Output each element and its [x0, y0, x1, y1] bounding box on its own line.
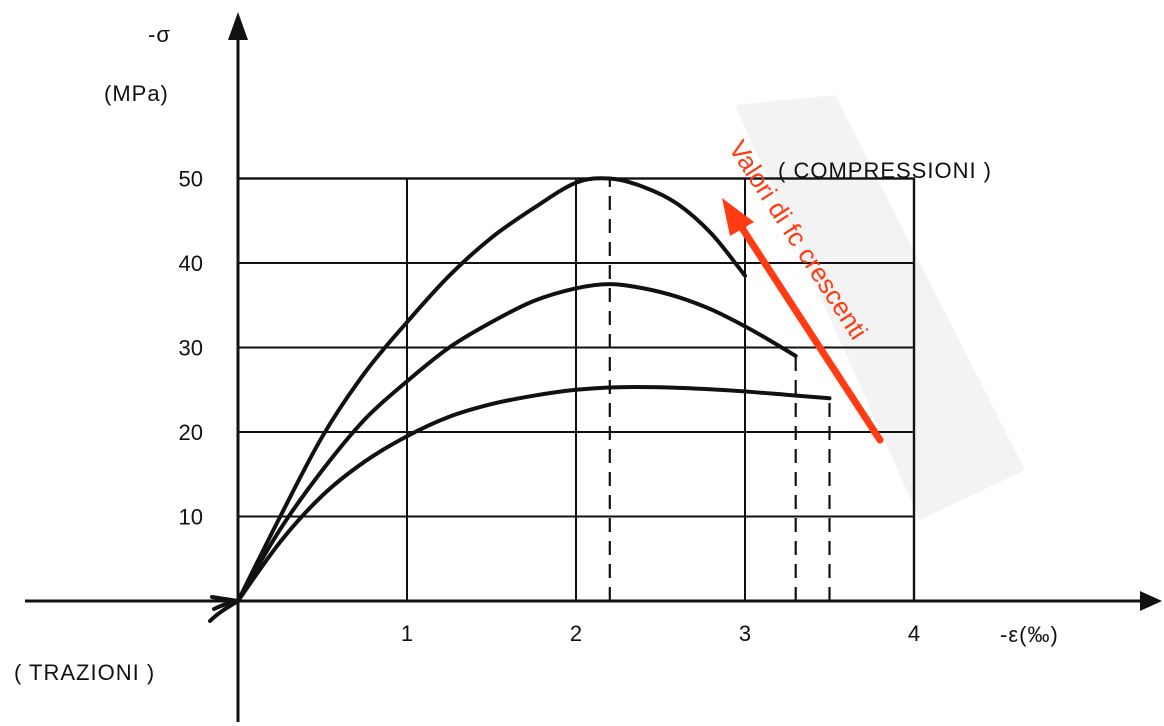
stress-strain-curve-3	[236, 384, 832, 603]
y-tick-label-40: 40	[179, 251, 203, 276]
y-axis-unit: (MPa)	[104, 81, 169, 106]
x-tick-label-1: 1	[401, 621, 413, 646]
y-axis-arrowhead	[228, 12, 248, 40]
compression-label: ( COMPRESSIONI )	[778, 158, 992, 183]
y-tick-label-20: 20	[179, 420, 203, 445]
stress-strain-curve-2	[236, 282, 798, 603]
x-tick-label-3: 3	[739, 621, 751, 646]
y-axis-symbol: -σ	[148, 22, 171, 47]
x-axis-arrowhead	[1140, 591, 1162, 611]
annotation-highlight-band	[735, 95, 1025, 520]
x-tick-label-4: 4	[908, 621, 920, 646]
y-tick-label-30: 30	[179, 336, 203, 361]
y-tick-label-50: 50	[179, 167, 203, 192]
x-axis-label: -ε(‰)	[1000, 622, 1059, 647]
tension-label: ( TRAZIONI )	[14, 660, 155, 685]
stress-strain-curve-1	[236, 176, 747, 603]
y-tick-label-10: 10	[179, 505, 203, 530]
increasing-fc-arrow	[736, 221, 884, 444]
x-tick-label-2: 2	[570, 621, 582, 646]
increasing-fc-arrowhead	[722, 198, 754, 236]
